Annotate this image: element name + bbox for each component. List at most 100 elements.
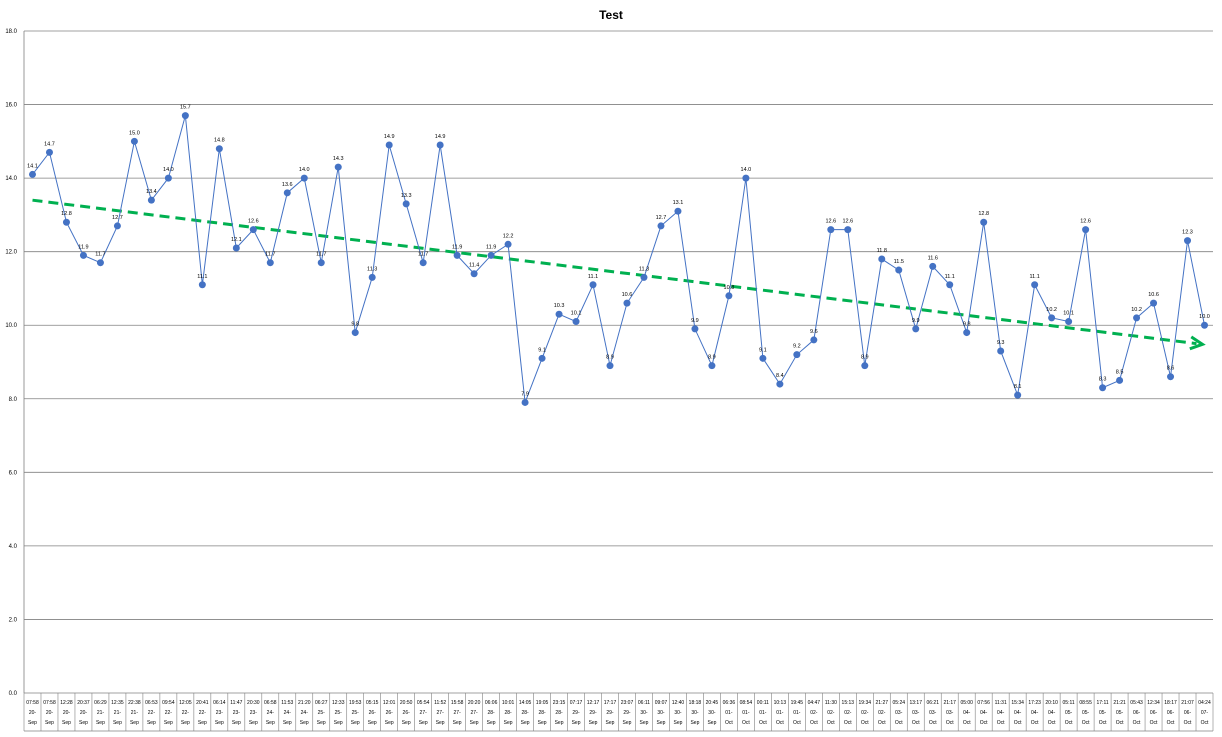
x-tick-label: 12:33 25-Sep xyxy=(332,700,345,726)
data-point xyxy=(980,218,988,226)
x-tick-label: 08:55 05-Oct xyxy=(1079,700,1092,726)
data-point xyxy=(96,259,104,267)
x-tick-label: 23:07 29-Sep xyxy=(621,700,634,726)
x-tick-label: 17:11 05-Oct xyxy=(1097,700,1109,726)
data-label: 14.8 xyxy=(214,138,225,144)
data-point xyxy=(861,362,869,370)
data-label: 11.1 xyxy=(945,274,955,280)
data-label: 11.1 xyxy=(588,274,598,280)
x-tick-label: 20:41 22-Sep xyxy=(196,700,209,726)
data-point xyxy=(45,148,53,156)
data-point xyxy=(878,255,886,263)
data-point xyxy=(776,380,784,388)
data-point xyxy=(555,310,563,318)
data-label: 8.3 xyxy=(1099,377,1107,383)
data-point xyxy=(1099,384,1107,392)
data-point xyxy=(589,281,597,289)
data-point xyxy=(1031,281,1039,289)
y-tick-label: 12.0 xyxy=(5,250,17,256)
data-label: 10.2 xyxy=(1131,307,1142,313)
data-label: 13.1 xyxy=(673,200,684,206)
x-tick-label: 06:21 03-Oct xyxy=(926,700,939,726)
x-tick-label: 05:43 06-Oct xyxy=(1130,700,1143,726)
data-point xyxy=(300,174,308,182)
data-label: 13.3 xyxy=(401,193,412,199)
y-tick-label: 16.0 xyxy=(5,103,17,109)
data-point xyxy=(504,240,512,248)
x-tick-label: 23:15 28-Sep xyxy=(553,700,566,726)
x-axis: 07:58 20-Sep 07:58 20-Sep 12:28 20-Sep 20:37 20… xyxy=(23,31,1214,732)
x-tick-label: 06:14 23-Sep xyxy=(213,700,226,726)
data-label: 15.7 xyxy=(180,105,191,111)
data-point xyxy=(215,145,223,153)
data-point xyxy=(844,226,852,234)
data-point xyxy=(1201,321,1209,329)
data-point xyxy=(793,351,801,359)
data-label: 12.6 xyxy=(842,219,853,225)
data-point xyxy=(470,270,478,278)
x-tick-label: 22:38 21-Sep xyxy=(128,700,141,726)
data-label: 9.9 xyxy=(691,318,699,324)
x-tick-label: 20:37 20-Sep xyxy=(77,700,90,726)
data-point xyxy=(1133,314,1141,322)
x-tick-label: 12:01 26-Sep xyxy=(383,700,396,726)
trendline-arrow xyxy=(1189,335,1206,351)
data-label: 11.8 xyxy=(877,248,887,254)
x-tick-label: 20:30 23-Sep xyxy=(247,700,260,726)
x-tick-label: 12:05 22-Sep xyxy=(179,700,192,726)
data-label: 10.6 xyxy=(1148,292,1159,298)
x-tick-label: 11:47 23-Sep xyxy=(230,700,242,726)
x-tick-label: 12:34 06-Oct xyxy=(1147,700,1160,726)
x-tick-label: 10:01 28-Sep xyxy=(502,700,515,726)
x-tick-label: 07:58 20-Sep xyxy=(43,700,56,726)
x-tick-label: 14:05 28-Sep xyxy=(519,700,532,726)
data-label: 14.9 xyxy=(384,134,395,140)
data-point xyxy=(708,362,716,370)
x-tick-label: 06:27 25-Sep xyxy=(315,700,328,726)
data-point xyxy=(351,329,359,337)
series-layer xyxy=(28,112,1209,406)
x-tick-label: 20:20 27-Sep xyxy=(468,700,481,726)
data-label: 9.3 xyxy=(997,340,1005,346)
y-tick-label: 6.0 xyxy=(9,470,18,476)
trendline xyxy=(32,198,1197,346)
data-point xyxy=(521,398,529,406)
data-label: 11.9 xyxy=(78,244,88,250)
x-tick-label: 19:53 25-Sep xyxy=(349,700,362,726)
data-point xyxy=(28,170,36,178)
data-label: 7.9 xyxy=(521,391,529,397)
data-point xyxy=(929,262,937,270)
data-label: 12.7 xyxy=(112,215,123,221)
data-point xyxy=(946,281,954,289)
x-tick-label: 21:17 03-Oct xyxy=(943,700,956,726)
data-label: 11.9 xyxy=(486,244,496,250)
x-tick-label: 06:11 30-Sep xyxy=(638,700,650,726)
x-tick-label: 06:06 28-Sep xyxy=(485,700,498,726)
data-point xyxy=(232,244,240,252)
data-label: 11.3 xyxy=(639,266,649,272)
data-point xyxy=(419,259,427,267)
data-point xyxy=(997,347,1005,355)
data-labels: 14.1 14.7 12.8 11.9 11.7 12.7 15.0 13.4 14.0 15.7… xyxy=(27,105,1210,398)
y-tick-label: 8.0 xyxy=(9,397,18,403)
data-label: 9.1 xyxy=(538,347,546,353)
data-point xyxy=(198,281,206,289)
x-tick-label: 09:54 22-Sep xyxy=(162,700,175,726)
data-label: 12.6 xyxy=(825,219,836,225)
x-tick-label: 11:53 24-Sep xyxy=(281,700,293,726)
x-tick-label: 04:24 07-Oct xyxy=(1198,700,1211,726)
data-label: 11.4 xyxy=(469,263,479,269)
data-point xyxy=(283,189,291,197)
data-label: 12.8 xyxy=(61,211,72,217)
data-point xyxy=(402,200,410,208)
x-tick-label: 21:21 05-Oct xyxy=(1113,700,1126,726)
data-label: 10.2 xyxy=(1046,307,1057,313)
data-label: 14.0 xyxy=(741,167,752,173)
x-tick-label: 04:47 02-Oct xyxy=(808,700,821,726)
x-tick-label: 11:31 04-Oct xyxy=(995,700,1007,726)
data-label: 9.8 xyxy=(963,322,971,328)
data-point xyxy=(827,226,835,234)
data-label: 14.9 xyxy=(435,134,446,140)
y-tick-label: 0.0 xyxy=(9,691,18,697)
